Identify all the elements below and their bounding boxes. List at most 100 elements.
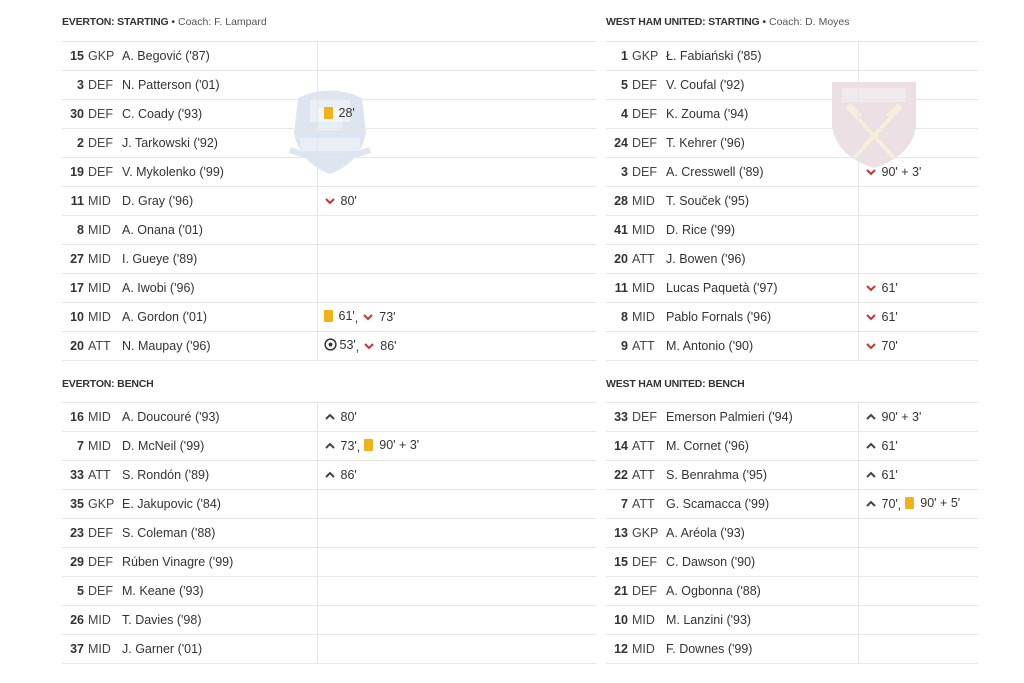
match-event-sub-out: 90' + 3' bbox=[865, 165, 921, 179]
substituted-out-icon bbox=[865, 313, 876, 320]
player-row: 41 MID D. Rice ('99) bbox=[606, 215, 978, 245]
player-name[interactable]: D. Rice ('99) bbox=[662, 215, 858, 245]
player-name[interactable]: S. Rondón ('89) bbox=[118, 460, 317, 490]
player-events bbox=[857, 547, 978, 577]
player-name[interactable]: J. Tarkowski ('92) bbox=[118, 128, 317, 158]
player-row: 5 DEF M. Keane ('93) bbox=[62, 576, 596, 606]
player-events bbox=[316, 634, 596, 664]
player-name[interactable]: T. Souček ('95) bbox=[662, 186, 858, 216]
player-name[interactable]: M. Cornet ('96) bbox=[662, 431, 858, 461]
player-row: 27 MID I. Gueye ('89) bbox=[62, 244, 596, 274]
shirt-number: 3 bbox=[606, 157, 628, 187]
player-row: 13 GKP A. Aréola ('93) bbox=[606, 518, 978, 548]
away-team-lineup: WEST HAM UNITED: STARTING • Coach: D. Mo… bbox=[606, 0, 978, 664]
shirt-number: 12 bbox=[606, 634, 628, 664]
player-events bbox=[857, 518, 978, 548]
player-events: 80' bbox=[316, 186, 596, 216]
home-bench-title: EVERTON: BENCH bbox=[62, 378, 154, 390]
substituted-out-icon bbox=[324, 197, 335, 204]
event-separator: , bbox=[897, 498, 902, 512]
player-events: 61' bbox=[857, 273, 978, 303]
player-row: 29 DEF Rúben Vinagre ('99) bbox=[62, 547, 596, 577]
player-events bbox=[857, 576, 978, 606]
player-name[interactable]: A. Aréola ('93) bbox=[662, 518, 858, 548]
player-row: 28 MID T. Souček ('95) bbox=[606, 186, 978, 216]
player-name[interactable]: S. Benrahma ('95) bbox=[662, 460, 858, 490]
shirt-number: 7 bbox=[606, 489, 628, 519]
player-position: MID bbox=[84, 273, 118, 303]
shirt-number: 23 bbox=[62, 518, 84, 548]
player-name[interactable]: C. Dawson ('90) bbox=[662, 547, 858, 577]
player-name[interactable]: Emerson Palmieri ('94) bbox=[662, 402, 858, 432]
shirt-number: 33 bbox=[62, 460, 84, 490]
player-name[interactable]: V. Mykolenko ('99) bbox=[118, 157, 317, 187]
player-name[interactable]: Pablo Fornals ('96) bbox=[662, 302, 858, 332]
player-name[interactable]: D. McNeil ('99) bbox=[118, 431, 317, 461]
player-name[interactable]: Rúben Vinagre ('99) bbox=[118, 547, 317, 577]
player-name[interactable]: M. Keane ('93) bbox=[118, 576, 317, 606]
substituted-in-icon bbox=[324, 442, 335, 449]
player-name[interactable]: T. Davies ('98) bbox=[118, 605, 317, 635]
player-row: 1 GKP Ł. Fabiański ('85) bbox=[606, 41, 978, 71]
player-position: MID bbox=[84, 605, 118, 635]
away-starting-table: 1 GKP Ł. Fabiański ('85) 5 DEF V. Coufal ('92… bbox=[606, 41, 978, 361]
event-time: 90' + 5' bbox=[920, 496, 961, 510]
player-row: 14 ATT M. Cornet ('96) 61' bbox=[606, 431, 978, 461]
player-row: 20 ATT N. Maupay ('96) 53', 86' bbox=[62, 331, 596, 361]
player-row: 33 ATT S. Rondón ('89) 86' bbox=[62, 460, 596, 490]
player-events bbox=[857, 99, 978, 129]
player-row: 2 DEF J. Tarkowski ('92) bbox=[62, 128, 596, 158]
player-name[interactable]: M. Lanzini ('93) bbox=[662, 605, 858, 635]
player-name[interactable]: A. Cresswell ('89) bbox=[662, 157, 858, 187]
player-position: ATT bbox=[628, 460, 662, 490]
player-name[interactable]: V. Coufal ('92) bbox=[662, 70, 858, 100]
player-events bbox=[316, 576, 596, 606]
home-starting-title: EVERTON: STARTING bbox=[62, 16, 169, 28]
player-events bbox=[857, 634, 978, 664]
player-name[interactable]: Ł. Fabiański ('85) bbox=[662, 41, 858, 71]
player-row: 23 DEF S. Coleman ('88) bbox=[62, 518, 596, 548]
player-events bbox=[316, 70, 596, 100]
yellow-card-icon bbox=[364, 439, 374, 451]
player-name[interactable]: A. Doucouré ('93) bbox=[118, 402, 317, 432]
event-time: 80' bbox=[340, 409, 357, 424]
match-event-yellow-card: 90' + 3' bbox=[364, 438, 419, 452]
player-name[interactable]: A. Ogbonna ('88) bbox=[662, 576, 858, 606]
player-name[interactable]: Lucas Paquetà ('97) bbox=[662, 273, 858, 303]
player-events bbox=[316, 128, 596, 158]
player-name[interactable]: N. Patterson ('01) bbox=[118, 70, 317, 100]
player-name[interactable]: G. Scamacca ('99) bbox=[662, 489, 858, 519]
match-event-sub-out: 61' bbox=[865, 310, 898, 324]
player-name[interactable]: S. Coleman ('88) bbox=[118, 518, 317, 548]
event-time: 53' bbox=[339, 337, 356, 352]
player-name[interactable]: A. Iwobi ('96) bbox=[118, 273, 317, 303]
player-name[interactable]: A. Onana ('01) bbox=[118, 215, 317, 245]
player-position: MID bbox=[84, 186, 118, 216]
event-separator: , bbox=[354, 311, 359, 325]
away-starting-header: WEST HAM UNITED: STARTING • Coach: D. Mo… bbox=[606, 0, 978, 41]
player-name[interactable]: F. Downes ('99) bbox=[662, 634, 858, 664]
player-name[interactable]: T. Kehrer ('96) bbox=[662, 128, 858, 158]
player-name[interactable]: A. Begović ('87) bbox=[118, 41, 317, 71]
player-name[interactable]: A. Gordon ('01) bbox=[118, 302, 317, 332]
player-events bbox=[857, 128, 978, 158]
player-name[interactable]: J. Bowen ('96) bbox=[662, 244, 858, 274]
player-row: 37 MID J. Garner ('01) bbox=[62, 634, 596, 664]
player-name[interactable]: D. Gray ('96) bbox=[118, 186, 317, 216]
away-starting-title: WEST HAM UNITED: STARTING bbox=[606, 16, 760, 28]
substituted-out-icon bbox=[364, 343, 374, 350]
substituted-in-icon bbox=[865, 471, 876, 478]
player-name[interactable]: K. Zouma ('94) bbox=[662, 99, 858, 129]
player-row: 8 MID Pablo Fornals ('96) 61' bbox=[606, 302, 978, 332]
shirt-number: 9 bbox=[606, 331, 628, 361]
player-name[interactable]: I. Gueye ('89) bbox=[118, 244, 317, 274]
player-name[interactable]: C. Coady ('93) bbox=[118, 99, 317, 129]
shirt-number: 5 bbox=[606, 70, 628, 100]
title-separator: • bbox=[759, 16, 769, 28]
shirt-number: 19 bbox=[62, 157, 84, 187]
player-name[interactable]: M. Antonio ('90) bbox=[662, 331, 858, 361]
player-name[interactable]: J. Garner ('01) bbox=[118, 634, 317, 664]
player-name[interactable]: E. Jakupovic ('84) bbox=[118, 489, 317, 519]
player-name[interactable]: N. Maupay ('96) bbox=[118, 331, 317, 361]
player-events: 70', 90' + 5' bbox=[857, 489, 978, 519]
